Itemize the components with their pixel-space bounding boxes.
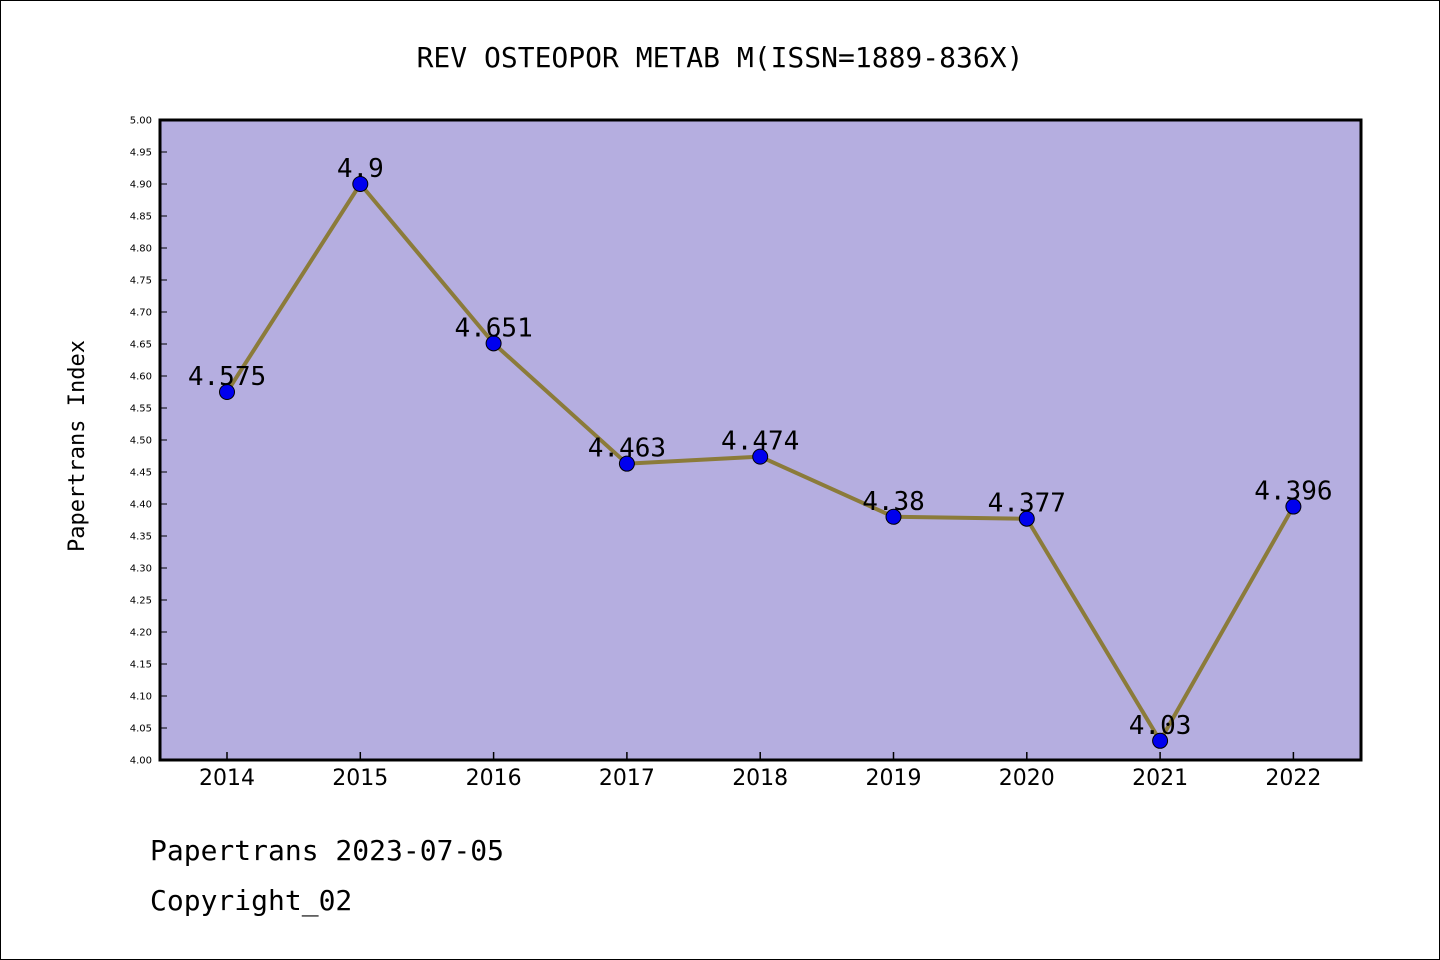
data-label: 4.377 xyxy=(988,489,1066,519)
x-tick-label: 2019 xyxy=(866,766,922,791)
x-tick-label: 2021 xyxy=(1132,766,1188,791)
x-tick-label: 2014 xyxy=(199,766,255,791)
y-tick-label: 4.60 xyxy=(130,372,152,383)
data-label: 4.463 xyxy=(588,434,666,464)
series-layer: 4.575 4.9 4.651 4.463 4.474 4.38 4.377 4.03 4.39… xyxy=(188,154,1333,749)
y-tick-label: 4.45 xyxy=(130,468,152,479)
data-label: 4.474 xyxy=(721,427,799,457)
x-tick-label: 2020 xyxy=(999,766,1055,791)
y-tick-label: 4.35 xyxy=(130,532,152,543)
chart-title: REV OSTEOPOR METAB M(ISSN=1889-836X) xyxy=(417,41,1024,74)
data-point xyxy=(1285,498,1302,515)
data-label: 4.396 xyxy=(1254,477,1332,507)
y-tick-label: 4.15 xyxy=(130,660,152,671)
data-point xyxy=(1018,510,1035,527)
footer-source: Papertrans 2023-07-05 xyxy=(150,834,505,867)
data-point xyxy=(1152,732,1169,749)
y-tick-label: 5.00 xyxy=(130,116,152,127)
y-axis: 4.00 4.05 4.10 4.15 4.20 4.25 4.30 4.35 4.40 4.45… xyxy=(130,116,167,767)
data-point xyxy=(352,176,369,192)
x-tick-label: 2022 xyxy=(1265,766,1321,791)
y-tick-label: 4.50 xyxy=(130,436,152,447)
data-label: 4.9 xyxy=(337,154,384,184)
y-tick-label: 4.80 xyxy=(130,244,152,255)
y-tick-label: 4.10 xyxy=(130,692,152,703)
y-tick-label: 4.40 xyxy=(130,500,152,511)
y-tick-label: 4.85 xyxy=(130,212,152,223)
x-tick-label: 2017 xyxy=(599,766,655,791)
y-tick-label: 4.05 xyxy=(130,724,152,735)
data-point xyxy=(752,448,769,465)
y-tick-label: 4.75 xyxy=(130,276,152,287)
data-point xyxy=(485,335,502,352)
x-tick-label: 2018 xyxy=(732,766,788,791)
plot-border xyxy=(158,118,1363,762)
x-tick-label: 2016 xyxy=(466,766,522,791)
data-point xyxy=(618,455,635,472)
x-tick-label: 2015 xyxy=(332,766,388,791)
y-tick-label: 4.70 xyxy=(130,308,152,319)
y-tick-label: 4.55 xyxy=(130,404,152,415)
y-tick-label: 4.65 xyxy=(130,340,152,351)
y-tick-label: 4.90 xyxy=(130,180,152,191)
data-point xyxy=(885,508,902,525)
data-label: 4.38 xyxy=(862,487,925,517)
footer-copyright: Copyright_02 xyxy=(150,884,353,917)
x-axis: 2014 2015 2016 2017 2018 2019 2020 2021 2022 xyxy=(199,752,1321,791)
y-axis-label: Papertrans Index xyxy=(65,340,90,552)
data-label: 4.03 xyxy=(1129,711,1192,741)
y-tick-label: 4.95 xyxy=(130,148,152,159)
plot-area xyxy=(160,120,1361,760)
data-label: 4.575 xyxy=(188,362,266,392)
y-tick-label: 4.20 xyxy=(130,628,152,639)
y-tick-label: 4.00 xyxy=(130,756,152,767)
y-tick-label: 4.25 xyxy=(130,596,152,607)
data-point xyxy=(219,384,235,400)
y-tick-label: 4.30 xyxy=(130,564,152,575)
data-label: 4.651 xyxy=(454,313,532,343)
